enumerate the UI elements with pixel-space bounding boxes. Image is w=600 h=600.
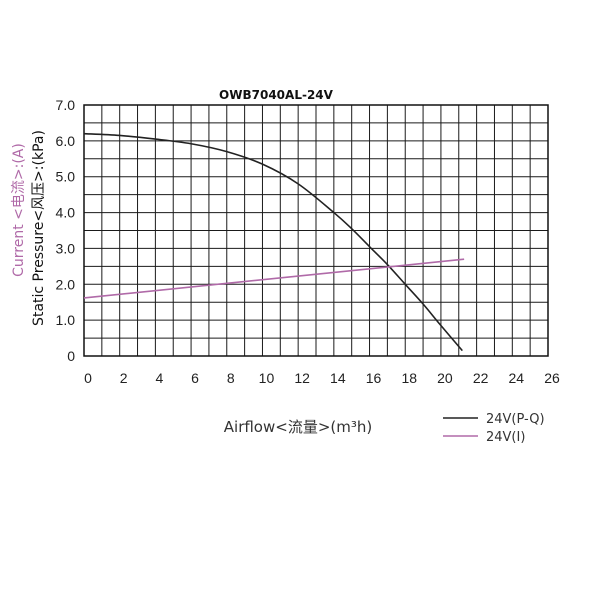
x-axis-label: Airflow<流量>(m³h) [224,418,372,436]
y-tick-label: 7.0 [56,97,76,113]
plot-border [83,104,549,357]
y-tick-label: 6.0 [56,133,76,149]
series-line-current [83,258,465,299]
x-tick-label: 8 [227,370,235,386]
y-axis-label: Static Pressure<风压>:(kPa) [31,130,47,326]
y-axis-ticks: 0 1.0 2.0 3.0 4.0 5.0 6.0 7.0 [56,97,76,364]
x-tick-label: 22 [473,370,489,386]
x-tick-label: 12 [294,370,310,386]
series-line-pq [83,132,463,352]
x-tick-label: 10 [259,370,275,386]
plot-frame [83,104,549,357]
y-tick-label: 4.0 [56,205,76,221]
x-tick-label: 2 [120,370,128,386]
legend-label-current: 24V(I) [486,430,525,445]
x-tick-label: 26 [544,370,560,386]
y-tick-label: 0 [67,348,75,364]
x-tick-label: 18 [401,370,417,386]
y-tick-label: 2.0 [56,276,76,292]
x-tick-label: 0 [84,370,92,386]
x-tick-label: 6 [191,370,199,386]
series-lines [83,132,465,352]
y-axis-label-secondary: Current <电流>:(A) [11,143,27,277]
x-tick-label: 24 [509,370,525,386]
y-tick-label: 3.0 [56,240,76,256]
x-axis-ticks: 0 2 4 6 8 10 12 14 16 18 20 22 24 26 [84,370,560,386]
grid [83,104,549,357]
x-tick-label: 14 [330,370,346,386]
x-tick-label: 16 [366,370,382,386]
legend: 24V(P-Q) 24V(I) [443,412,545,445]
legend-label-pq: 24V(P-Q) [486,412,545,427]
y-tick-label: 1.0 [56,312,76,328]
y-tick-label: 5.0 [56,169,76,185]
x-tick-label: 4 [155,370,163,386]
chart-title: OWB7040AL-24V [219,88,334,102]
x-tick-label: 20 [437,370,453,386]
